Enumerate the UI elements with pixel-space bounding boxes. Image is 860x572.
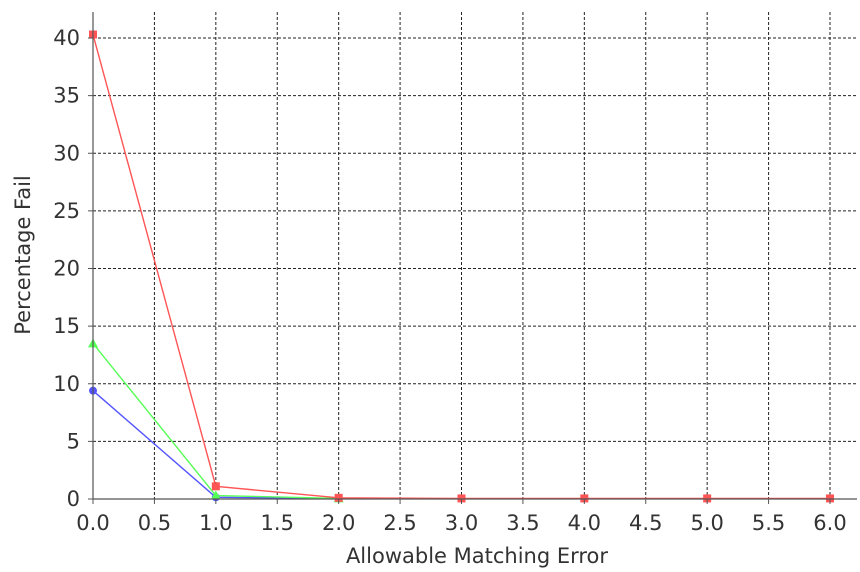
series-layer bbox=[88, 31, 834, 503]
y-tick-label: 40 bbox=[53, 26, 80, 50]
x-tick-label: 2.0 bbox=[322, 511, 355, 535]
x-tick-label: 2.5 bbox=[383, 511, 416, 535]
x-tick-label: 1.5 bbox=[261, 511, 294, 535]
y-tick-label: 35 bbox=[53, 84, 80, 108]
x-axis-title: Allowable Matching Error bbox=[346, 544, 608, 568]
y-axis-title: Percentage Fail bbox=[11, 175, 35, 335]
y-tick-label: 30 bbox=[53, 141, 80, 165]
x-tick-label: 3.0 bbox=[445, 511, 478, 535]
x-tick-label: 5.5 bbox=[752, 511, 785, 535]
y-tick-label: 0 bbox=[67, 487, 80, 511]
series-line bbox=[93, 343, 339, 498]
y-tick-label: 20 bbox=[53, 257, 80, 281]
axes bbox=[88, 12, 857, 504]
x-tick-label: 3.5 bbox=[506, 511, 539, 535]
grid bbox=[93, 12, 857, 499]
x-tick-label: 5.0 bbox=[690, 511, 723, 535]
x-tick-label: 1.0 bbox=[199, 511, 232, 535]
y-tick-label: 5 bbox=[67, 429, 80, 453]
series-0 bbox=[89, 31, 834, 503]
x-tick-label: 4.5 bbox=[629, 511, 662, 535]
y-tick-label: 25 bbox=[53, 199, 80, 223]
x-tick-labels: 0.0 0.5 1.0 1.5 2.0 2.5 3.0 3.5 4.0 4.5 5.0 5.5 6.0 bbox=[76, 511, 846, 535]
x-tick-label: 0.0 bbox=[76, 511, 109, 535]
x-tick-label: 4.0 bbox=[568, 511, 601, 535]
y-tick-labels: 0 5 10 15 20 25 30 35 40 bbox=[53, 26, 80, 511]
x-tick-label: 6.0 bbox=[813, 511, 846, 535]
x-tick-label: 0.5 bbox=[138, 511, 171, 535]
y-tick-label: 15 bbox=[53, 314, 80, 338]
data-point bbox=[212, 482, 220, 490]
y-tick-label: 10 bbox=[53, 372, 80, 396]
